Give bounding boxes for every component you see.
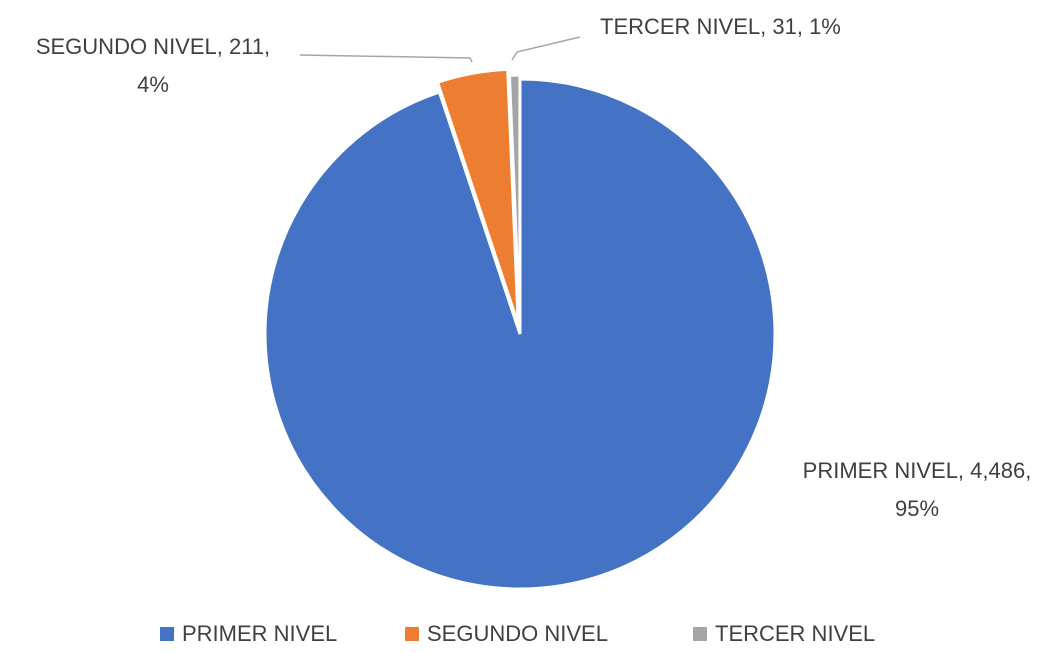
legend-label: TERCER NIVEL bbox=[715, 621, 875, 646]
pie-slice bbox=[263, 77, 777, 591]
legend-label: SEGUNDO NIVEL bbox=[427, 621, 608, 646]
data-label: 95% bbox=[895, 496, 939, 521]
legend-swatch bbox=[693, 627, 707, 641]
legend-swatch bbox=[405, 627, 419, 641]
legend-label: PRIMER NIVEL bbox=[182, 621, 337, 646]
pie-slice bbox=[507, 73, 522, 331]
legend-swatch bbox=[160, 627, 174, 641]
data-label: PRIMER NIVEL, 4,486, bbox=[803, 458, 1032, 483]
data-label: SEGUNDO NIVEL, 211, bbox=[36, 34, 270, 59]
leader-line bbox=[511, 36, 581, 61]
pie-slice bbox=[435, 67, 520, 325]
data-label: 4% bbox=[137, 72, 169, 97]
data-label: TERCER NIVEL, 31, 1% bbox=[600, 14, 841, 39]
leader-line bbox=[299, 54, 473, 63]
